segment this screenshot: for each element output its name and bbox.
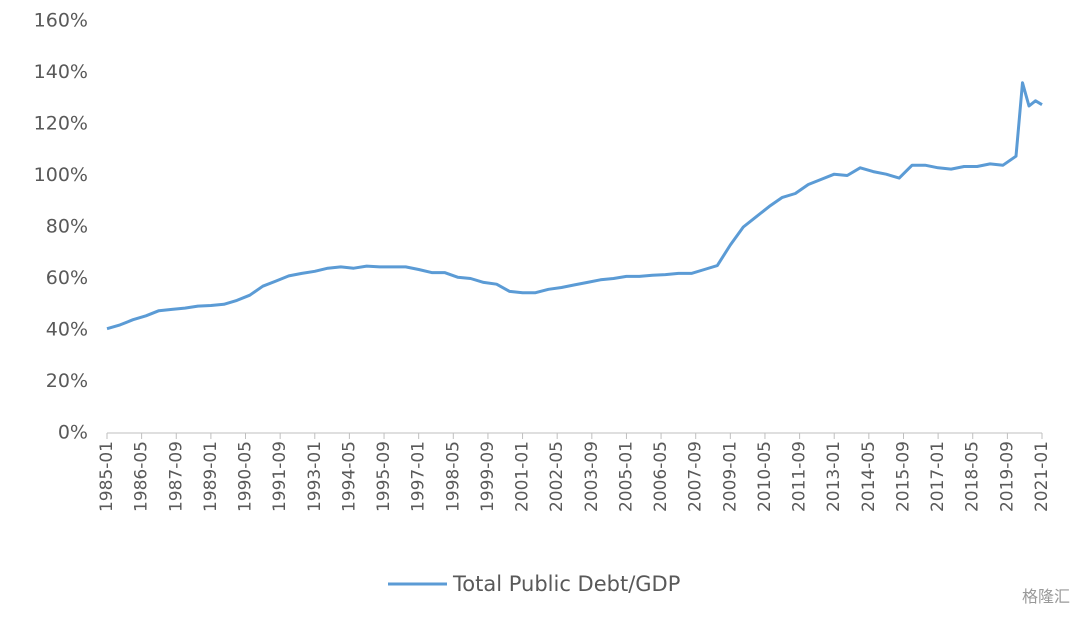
- y-tick-label: 0%: [58, 422, 88, 444]
- x-tick-label: 2005-01: [616, 441, 636, 512]
- x-tick-label: 1986-05: [132, 441, 152, 512]
- data-line: [106, 81, 1043, 331]
- x-tick-label: 1995-09: [374, 441, 394, 512]
- y-tick-label: 120%: [34, 113, 88, 135]
- y-tick-label: 100%: [34, 164, 88, 186]
- y-tick-label: 20%: [46, 370, 88, 392]
- x-tick-label: 2010-05: [755, 441, 775, 512]
- x-tick-label: 1993-01: [305, 441, 325, 512]
- x-tick-label: 1997-01: [409, 441, 429, 512]
- x-tick-label: 2013-01: [824, 441, 844, 512]
- legend-label: Total Public Debt/GDP: [452, 572, 680, 596]
- x-tick-label: 2014-05: [859, 441, 879, 512]
- x-tick-label: 2011-09: [790, 441, 810, 512]
- x-tick-label: 1999-09: [478, 441, 498, 512]
- x-tick-label: 1994-05: [339, 441, 359, 512]
- x-tick-label: 2007-09: [686, 441, 706, 512]
- x-tick-label: 1987-09: [166, 441, 186, 512]
- x-tick-label: 1985-01: [97, 441, 117, 512]
- y-tick-label: 40%: [46, 319, 88, 341]
- x-tick-label: 2002-05: [547, 441, 567, 512]
- x-tick-label: 2001-01: [513, 441, 533, 512]
- x-tick-label: 1990-05: [236, 441, 256, 512]
- x-tick-label: 2015-09: [893, 441, 913, 512]
- x-tick-label: 1998-05: [443, 441, 463, 512]
- y-tick-label: 140%: [34, 61, 88, 83]
- x-tick-label: 2019-09: [997, 441, 1017, 512]
- x-tick-label: 2018-05: [963, 441, 983, 512]
- y-tick-label: 80%: [46, 216, 88, 238]
- x-tick-label: 2009-01: [720, 441, 740, 512]
- x-tick-label: 1989-01: [201, 441, 221, 512]
- y-tick-label: 60%: [46, 267, 88, 289]
- y-tick-label: 160%: [34, 10, 88, 32]
- x-tick-label: 2006-05: [651, 441, 671, 512]
- x-tick-label: 2021-01: [1032, 441, 1052, 512]
- x-tick-label: 2017-01: [928, 441, 948, 512]
- x-tick-label: 2003-09: [582, 441, 602, 512]
- watermark: 格隆汇: [1022, 587, 1070, 606]
- x-tick-label: 1991-09: [270, 441, 290, 512]
